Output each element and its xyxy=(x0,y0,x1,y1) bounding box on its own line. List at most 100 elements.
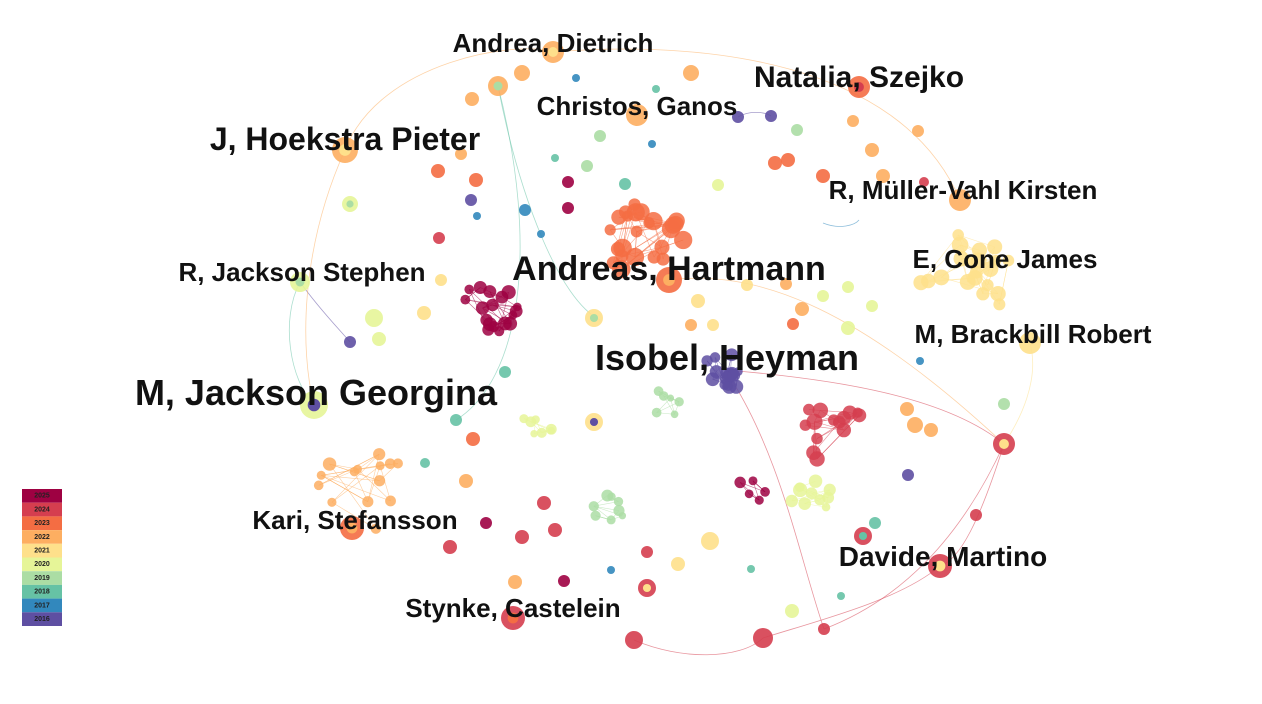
node xyxy=(836,422,852,438)
legend-swatch xyxy=(22,584,62,599)
node xyxy=(384,458,396,469)
node xyxy=(626,104,648,126)
node xyxy=(611,209,627,225)
legend-swatch xyxy=(22,530,62,544)
node xyxy=(787,318,799,330)
node xyxy=(837,592,845,600)
node xyxy=(375,461,385,471)
legend-swatch xyxy=(22,489,62,503)
node xyxy=(993,298,1006,311)
node xyxy=(607,492,616,501)
node xyxy=(754,495,764,505)
node xyxy=(651,407,662,418)
node xyxy=(443,540,457,554)
node-label: Isobel, Heyman xyxy=(595,337,859,378)
node xyxy=(465,194,477,206)
node xyxy=(648,140,656,148)
node xyxy=(919,177,929,187)
node xyxy=(670,410,679,419)
edge xyxy=(822,219,860,227)
node xyxy=(691,294,705,308)
node xyxy=(852,407,863,418)
edge xyxy=(633,637,764,656)
node xyxy=(1019,332,1041,354)
node xyxy=(685,319,697,331)
node xyxy=(725,348,739,362)
node xyxy=(572,74,580,82)
node xyxy=(450,414,462,426)
node-core xyxy=(548,47,558,57)
node xyxy=(482,317,497,332)
legend-label: 2019 xyxy=(34,575,50,582)
node xyxy=(613,238,632,258)
node-label: J, Hoekstra Pieter xyxy=(210,121,480,157)
node xyxy=(313,480,324,491)
node xyxy=(998,398,1010,410)
node xyxy=(630,225,643,238)
node xyxy=(372,332,386,346)
node xyxy=(765,110,777,122)
node xyxy=(729,379,744,394)
node xyxy=(495,290,509,304)
edge xyxy=(321,475,368,502)
node xyxy=(433,232,445,244)
node xyxy=(741,279,753,291)
node xyxy=(795,302,809,316)
node xyxy=(744,489,754,499)
node xyxy=(671,557,685,571)
node-core xyxy=(346,200,354,208)
node xyxy=(370,523,382,534)
node xyxy=(353,464,362,474)
node xyxy=(618,512,627,520)
node xyxy=(814,494,826,506)
node xyxy=(499,366,511,378)
node xyxy=(808,474,823,488)
edge xyxy=(305,149,346,406)
node xyxy=(647,250,661,264)
node xyxy=(531,415,540,424)
edge xyxy=(823,443,1005,630)
node-label: E, Cone James xyxy=(913,244,1098,274)
node xyxy=(545,423,557,435)
node-label: Natalia, Szejko xyxy=(754,61,964,94)
node xyxy=(537,496,551,510)
node xyxy=(466,432,480,446)
node xyxy=(465,92,479,106)
node xyxy=(588,501,599,512)
node xyxy=(967,270,983,286)
node xyxy=(816,169,830,183)
edge xyxy=(321,474,380,482)
node xyxy=(562,176,574,188)
node-core xyxy=(854,82,864,92)
node xyxy=(417,306,431,320)
node xyxy=(536,427,547,438)
edge xyxy=(318,453,380,486)
node xyxy=(460,294,471,305)
node xyxy=(641,546,653,558)
node xyxy=(709,365,723,379)
node xyxy=(982,260,999,277)
node xyxy=(362,496,374,508)
node xyxy=(791,124,803,136)
node xyxy=(760,487,770,497)
node xyxy=(515,530,529,544)
node xyxy=(459,474,473,488)
node xyxy=(392,458,403,469)
node xyxy=(628,198,641,211)
node xyxy=(658,391,669,401)
node xyxy=(666,394,675,402)
edge xyxy=(331,465,381,503)
node xyxy=(785,494,798,508)
edge xyxy=(329,463,377,529)
node-core xyxy=(642,583,652,593)
node xyxy=(683,65,699,81)
node xyxy=(551,154,559,162)
node xyxy=(913,275,929,291)
node-core xyxy=(589,417,599,427)
legend-swatch xyxy=(22,557,62,572)
edge xyxy=(668,277,1005,445)
node-label: Kari, Stefansson xyxy=(252,505,457,535)
node xyxy=(486,298,499,312)
node xyxy=(806,413,823,430)
